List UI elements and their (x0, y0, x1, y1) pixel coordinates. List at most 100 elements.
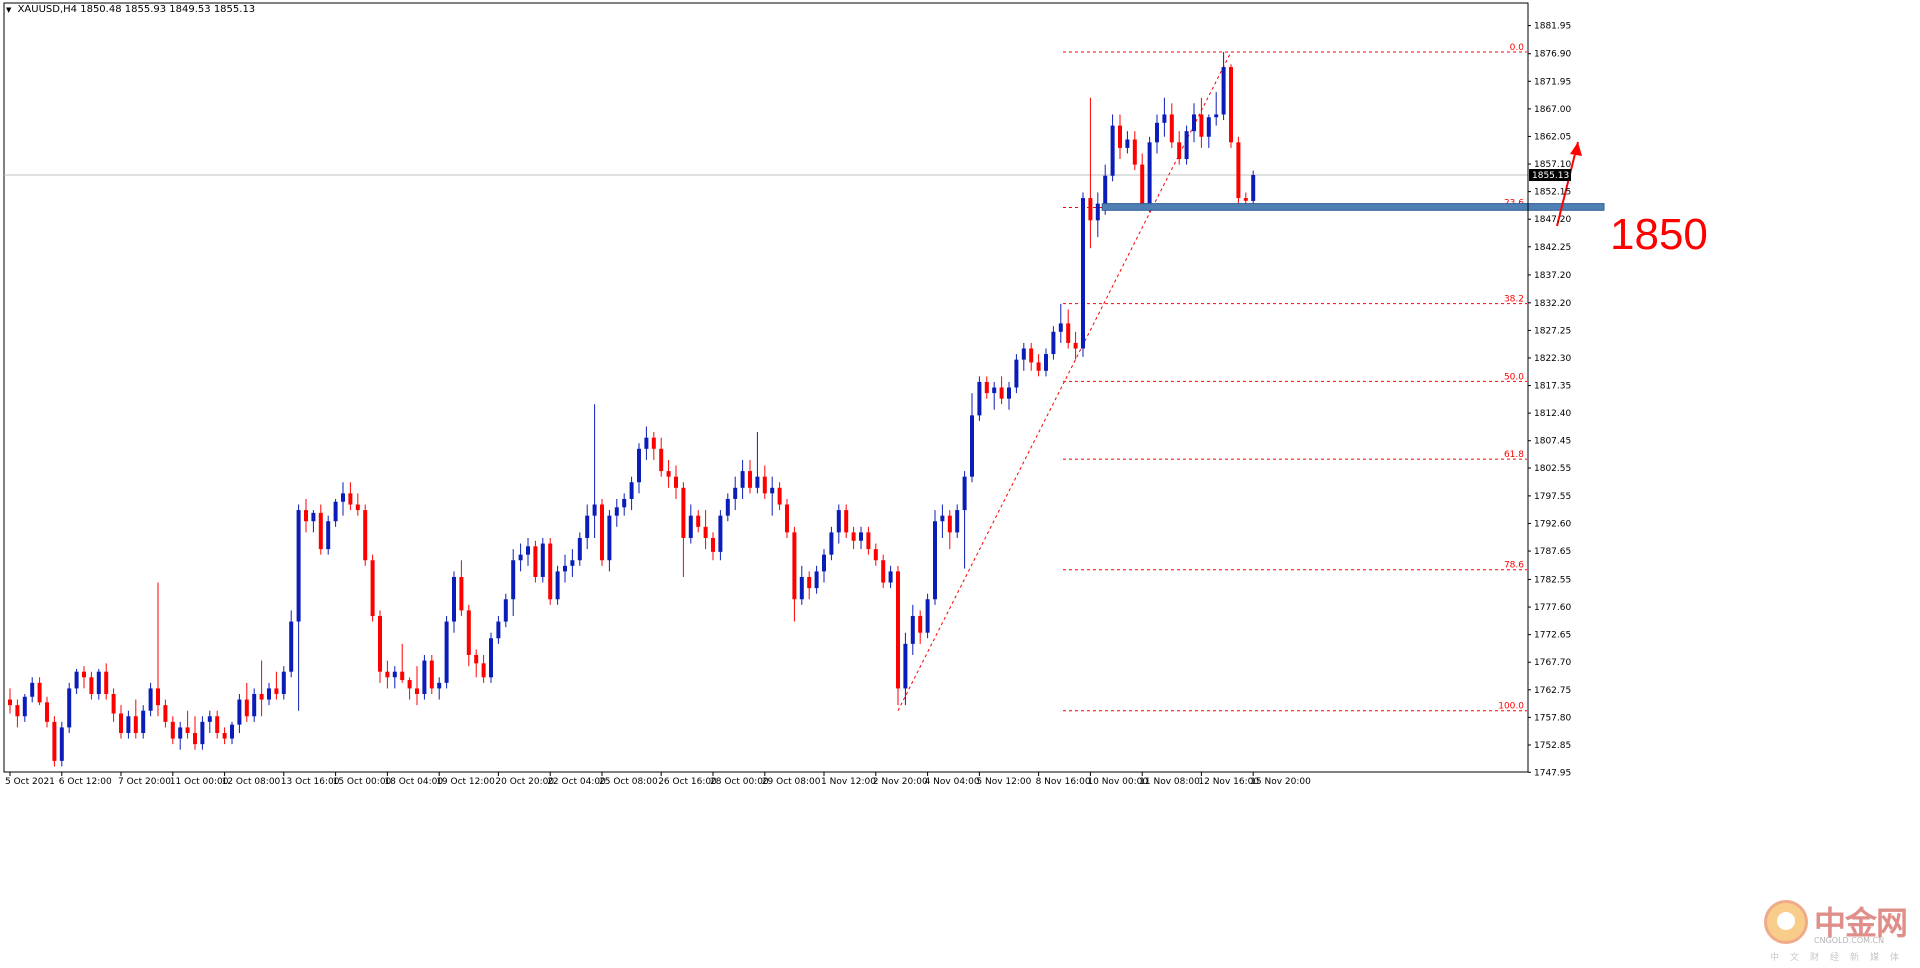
candle-body (910, 615, 915, 644)
bear-candle (792, 526, 797, 622)
chart-overlays[interactable] (1101, 141, 1605, 227)
bear-candle (459, 560, 464, 616)
bull-candle (511, 549, 516, 616)
candle-body (933, 521, 937, 600)
bear-candle (1029, 342, 1034, 371)
candle-body (170, 721, 175, 739)
candle-body (126, 716, 131, 733)
bull-candle (962, 471, 967, 569)
bear-candle (407, 677, 412, 700)
candle-body (1095, 203, 1100, 221)
bull-candle (622, 493, 627, 516)
candle-body (600, 504, 604, 561)
bear-candle (896, 565, 900, 706)
bear-candle (1066, 309, 1071, 349)
candle-body (474, 654, 479, 664)
candle-body (1132, 139, 1137, 165)
bull-candle (1081, 192, 1085, 357)
price-tick-label: 1817.35 (1534, 382, 1571, 392)
candle-body (230, 724, 234, 739)
bull-candle (1014, 354, 1019, 394)
fib-level-label: 78.6 (1504, 561, 1524, 571)
price-tick-label: 1876.90 (1534, 50, 1571, 60)
bull-candle (200, 716, 205, 750)
candle-body (318, 512, 323, 550)
bullish-arrow-shaft (1556, 141, 1579, 227)
bull-candle (925, 593, 930, 639)
bull-candle (637, 443, 641, 494)
candle-body (111, 693, 116, 714)
candle-body (207, 716, 212, 722)
candle-body (592, 504, 597, 516)
candle-body (407, 680, 412, 689)
candle-body (466, 610, 471, 655)
candle-body (429, 660, 434, 689)
candle-body (200, 721, 205, 745)
bullish-arrow-icon (1570, 142, 1582, 156)
bull-candle (592, 404, 597, 538)
bull-candle (992, 381, 997, 410)
bull-candle (326, 515, 331, 555)
candle-body (1125, 139, 1130, 148)
bull-candle (540, 537, 545, 583)
bull-candle (296, 504, 301, 711)
price-tick-label: 1847.20 (1534, 215, 1571, 225)
candle-body (511, 560, 516, 600)
triangle-down-icon: ▼ (6, 6, 12, 14)
bull-candle (489, 632, 493, 683)
bull-candle (496, 615, 501, 644)
candle-body (452, 576, 456, 622)
candle-body (548, 543, 553, 600)
bull-candle (444, 615, 449, 689)
bull-candle (1251, 170, 1256, 207)
bull-candle (955, 504, 960, 538)
candle-body (903, 643, 908, 689)
candle-body (940, 515, 945, 522)
time-tick-label: 29 Oct 08:00 (762, 777, 821, 787)
bull-candle (22, 693, 27, 722)
candle-body (1199, 114, 1204, 137)
candle-body (1110, 125, 1115, 176)
candle-body (326, 521, 331, 550)
price-tick-label: 1792.60 (1534, 519, 1571, 529)
bull-candle (614, 498, 619, 527)
support-annotation-label[interactable]: 1850 (1610, 210, 1708, 259)
bull-candle (1184, 125, 1189, 165)
candle-body (8, 699, 12, 706)
candle-body (378, 615, 382, 672)
candle-body (977, 381, 982, 416)
bear-candle (259, 660, 264, 717)
candle-body (777, 487, 782, 505)
bull-candle (1058, 303, 1063, 343)
candle-body (1051, 331, 1056, 355)
fib-level-label: 38.2 (1504, 295, 1524, 305)
bull-candle (755, 432, 760, 494)
price-tick-label: 1867.00 (1534, 105, 1571, 115)
time-tick-label: 8 Nov 16:00 (1036, 777, 1091, 787)
candle-body (844, 510, 849, 533)
candle-body (1066, 323, 1071, 343)
bear-candle (703, 510, 708, 550)
bear-candle (1140, 153, 1145, 210)
candle-body (740, 471, 745, 488)
candle-body (629, 482, 634, 499)
price-axis[interactable]: 1881.95 1876.90 1871.95 1867.00 1862.05 1857.… (1527, 3, 1571, 778)
bear-candle (185, 710, 190, 739)
price-tick-label: 1762.75 (1534, 686, 1571, 696)
bull-candle (1051, 326, 1056, 360)
bear-candle (363, 504, 368, 566)
candle-body (1140, 164, 1145, 204)
time-tick-label: 13 Oct 16:00 (281, 777, 340, 787)
candle-body (244, 699, 249, 717)
bull-candle (252, 688, 257, 722)
bear-candle (385, 660, 390, 689)
bull-candle (1110, 114, 1115, 182)
bear-candle (215, 710, 220, 739)
candle-body (1103, 175, 1108, 204)
bear-candle (533, 540, 538, 583)
bear-candle (807, 571, 812, 600)
candle-body (836, 510, 841, 533)
